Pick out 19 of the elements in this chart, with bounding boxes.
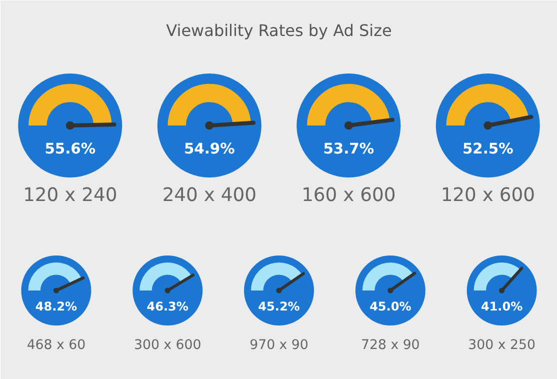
text: Viewability Rates by Ad Size <box>166 21 392 40</box>
category-label: 300 x 250 <box>468 338 536 353</box>
data-label: 45.0% <box>370 299 412 314</box>
data-label: 45.2% <box>258 299 300 314</box>
category-label: 468 x 60 <box>26 338 86 353</box>
data-label: 41.0% <box>480 299 523 314</box>
data-label: 52.5% <box>462 140 514 158</box>
category-label: 120 x 600 <box>440 185 535 206</box>
category-label: 120 x 240 <box>23 185 118 206</box>
data-label: 55.6% <box>44 140 96 158</box>
category-label: 970 x 90 <box>250 338 308 353</box>
data-label: 53.7% <box>323 140 374 158</box>
category-label: 728 x 90 <box>361 338 420 353</box>
category-label: 240 x 400 <box>162 185 256 206</box>
data-label: 46.3% <box>146 299 188 314</box>
data-label: 54.9% <box>184 140 236 158</box>
category-label: 300 x 600 <box>134 338 202 353</box>
data-label: 48.2% <box>35 299 78 314</box>
category-label: 160 x 600 <box>302 185 396 206</box>
